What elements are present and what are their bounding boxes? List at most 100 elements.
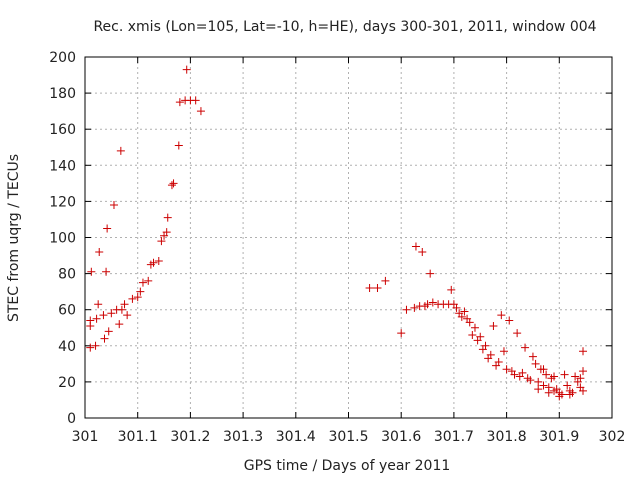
data-point	[470, 323, 479, 332]
data-point	[571, 372, 580, 381]
chart-title: Rec. xmis (Lon=105, Lat=-10, h=HE), days…	[93, 19, 596, 35]
data-point	[99, 311, 108, 320]
y-tick-label: 160	[49, 122, 76, 138]
x-tick-label: 301.1	[118, 429, 158, 445]
data-point	[102, 267, 111, 276]
data-point	[104, 327, 113, 336]
data-point	[542, 370, 551, 379]
data-point	[144, 276, 153, 285]
grid-lines	[85, 57, 612, 418]
data-point	[100, 334, 109, 343]
data-point	[423, 300, 432, 309]
data-point	[544, 388, 553, 397]
x-tick-label: 301	[72, 429, 99, 445]
x-tick-label: 301.8	[487, 429, 527, 445]
data-point	[565, 390, 574, 399]
data-point	[162, 228, 171, 237]
y-tick-label: 80	[58, 267, 76, 283]
y-tick-label: 60	[58, 303, 76, 319]
data-point	[518, 368, 527, 377]
y-axis-label: STEC from uqrg / TECUs	[6, 154, 22, 322]
data-point	[95, 247, 104, 256]
data-point	[169, 179, 178, 188]
y-tick-label: 100	[49, 231, 76, 247]
data-point	[502, 365, 511, 374]
data-point	[196, 107, 205, 116]
y-tick-label: 200	[49, 50, 76, 66]
data-point	[410, 303, 419, 312]
data-point	[534, 377, 543, 386]
data-point	[109, 201, 118, 210]
data-point	[92, 314, 101, 323]
data-point	[426, 269, 435, 278]
data-point	[167, 181, 176, 190]
data-point	[115, 320, 124, 329]
data-point	[149, 258, 158, 267]
data-point	[555, 392, 564, 401]
x-tick-label: 301.7	[434, 429, 474, 445]
data-point	[513, 329, 522, 338]
data-point	[163, 213, 172, 222]
data-point	[468, 330, 477, 339]
data-point	[103, 224, 112, 233]
data-point	[579, 347, 588, 356]
data-point	[157, 237, 166, 246]
data-point	[397, 329, 406, 338]
y-axis-ticks: 0 20 40 60 80 100 120 140 160 180 200	[49, 50, 612, 427]
data-point	[418, 247, 427, 256]
data-point	[428, 298, 437, 307]
data-point	[452, 303, 461, 312]
data-points	[86, 65, 588, 401]
data-point	[576, 374, 585, 383]
data-point	[457, 312, 466, 321]
data-point	[86, 343, 95, 352]
data-point	[174, 141, 183, 150]
x-tick-label: 301.4	[276, 429, 316, 445]
data-point	[86, 316, 95, 325]
data-point	[91, 341, 100, 350]
data-point	[87, 267, 96, 276]
data-point	[494, 358, 503, 367]
data-point	[579, 367, 588, 376]
data-point	[411, 242, 420, 251]
data-point	[120, 300, 129, 309]
data-point	[133, 293, 142, 302]
x-tick-label: 301.9	[539, 429, 579, 445]
data-point	[154, 256, 163, 265]
data-point	[136, 287, 145, 296]
x-tick-label: 301.2	[170, 429, 210, 445]
data-point	[539, 365, 548, 374]
data-point	[476, 332, 485, 341]
data-point	[402, 305, 411, 314]
data-point	[539, 381, 548, 390]
data-point	[447, 285, 456, 294]
y-tick-label: 140	[49, 158, 76, 174]
data-point	[531, 359, 540, 368]
y-tick-label: 20	[58, 375, 76, 391]
x-tick-label: 301.6	[381, 429, 421, 445]
data-point	[116, 146, 125, 155]
data-point	[579, 386, 588, 395]
data-point	[521, 343, 530, 352]
data-point	[128, 294, 137, 303]
data-point	[486, 350, 495, 359]
data-point	[460, 307, 469, 316]
x-tick-label: 302	[599, 429, 626, 445]
data-point	[550, 372, 559, 381]
x-axis-label: GPS time / Days of year 2011	[244, 458, 451, 474]
data-point	[497, 311, 506, 320]
data-point	[534, 385, 543, 394]
x-tick-label: 301.3	[223, 429, 263, 445]
data-point	[528, 352, 537, 361]
x-axis-ticks: 301 301.1 301.2 301.3 301.4 301.5 301.6 301.7 30…	[72, 57, 626, 445]
data-point	[563, 381, 572, 390]
data-point	[481, 341, 490, 350]
data-point	[117, 305, 126, 314]
data-point	[191, 96, 200, 105]
y-tick-label: 120	[49, 194, 76, 210]
data-point	[505, 316, 514, 325]
data-point	[138, 278, 147, 287]
y-tick-label: 180	[49, 86, 76, 102]
data-point	[175, 98, 184, 107]
data-point	[499, 347, 508, 356]
